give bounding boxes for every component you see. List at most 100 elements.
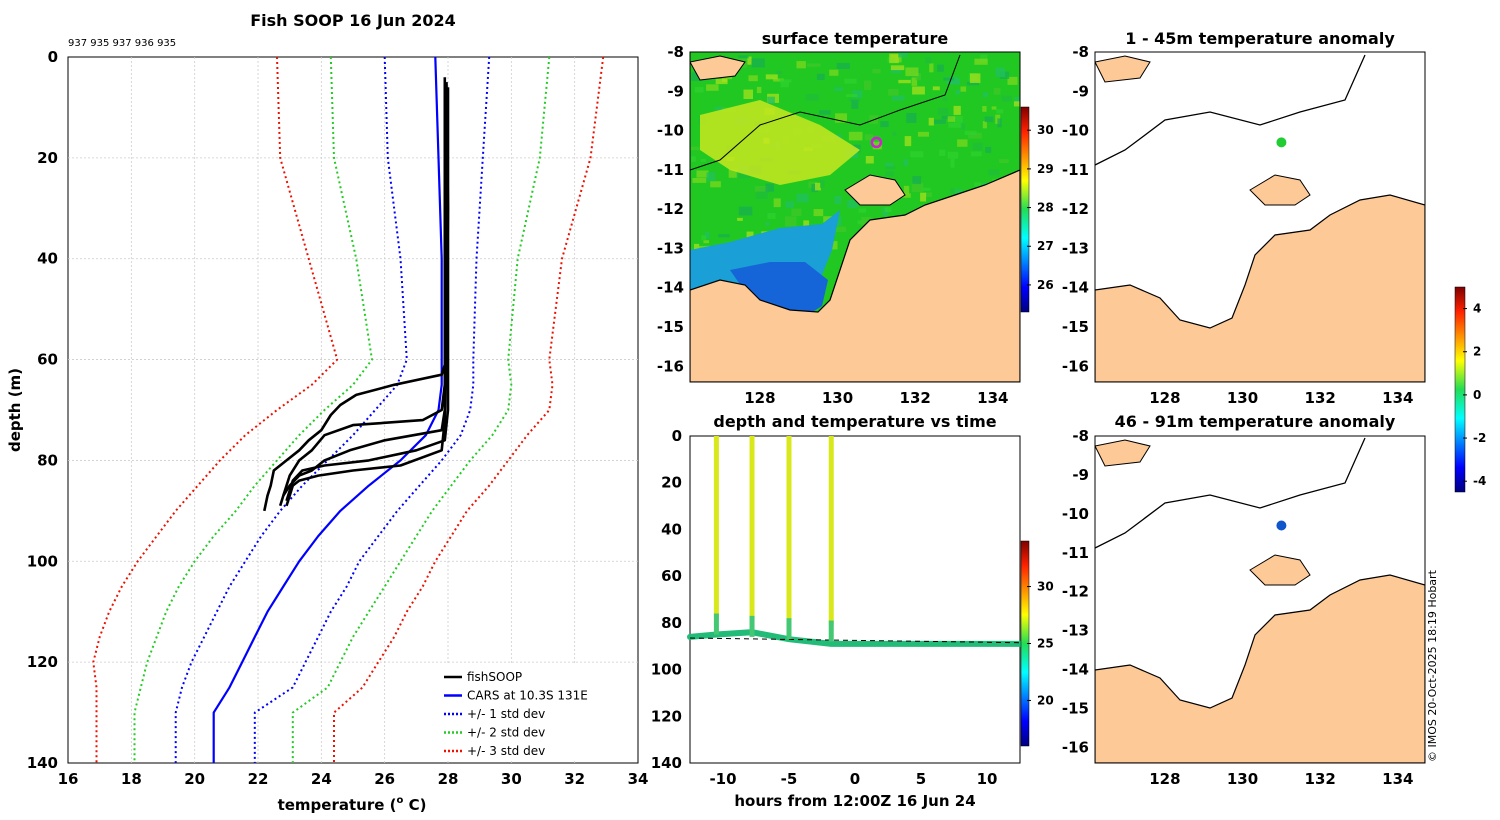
sst-pixel <box>997 118 1002 128</box>
profile-y-tick-label: 140 <box>27 754 58 772</box>
map-x-tick-label: 132 <box>1305 389 1336 407</box>
sst-pixel <box>947 116 956 122</box>
profile-x-tick-label: 30 <box>501 770 522 788</box>
sst-pixel <box>1007 76 1018 85</box>
sst-pixel <box>751 58 765 68</box>
sst-pixel <box>980 54 988 63</box>
map-x-tick-label: 128 <box>744 389 775 407</box>
series-line--3-std-dev <box>333 56 605 763</box>
anom-bottom-title: 46 - 91m temperature anomaly <box>1115 412 1396 431</box>
sst-pixel <box>864 134 874 141</box>
profile-x-tick-label: 18 <box>121 770 142 788</box>
sst-pixel <box>1014 97 1020 105</box>
anomaly-map-top: 1 - 45m temperature anomaly 128 130 132 134… <box>1062 29 1426 407</box>
map-y-tick-label: -11 <box>1062 161 1089 179</box>
sst-pixel <box>694 243 700 252</box>
sst-island <box>844 174 906 206</box>
ts-y-tick-label: 100 <box>651 661 682 679</box>
sst-title: surface temperature <box>762 29 949 48</box>
map-y-tick-label: -14 <box>1062 279 1089 297</box>
sst-pixel <box>710 181 721 188</box>
sst-pixel <box>819 110 831 115</box>
legend-label: CARS at 10.3S 131E <box>467 689 588 703</box>
sst-pixel <box>728 169 739 178</box>
profile-title: Fish SOOP 16 Jun 2024 <box>250 11 456 30</box>
sst-pixel <box>880 121 889 128</box>
map-x-tick-label: 130 <box>1227 389 1258 407</box>
sst-pixel <box>864 80 872 90</box>
anomaly-map-bottom: 46 - 91m temperature anomaly 128 130 132 13… <box>1062 412 1426 788</box>
sst-pixel <box>845 94 858 98</box>
ts-title: depth and temperature vs time <box>713 412 996 431</box>
anom-bottom-x-ticks: 128 130 132 134 <box>1149 770 1413 788</box>
sst-pixel <box>954 116 963 123</box>
anom-bottom-axes-box <box>1094 435 1426 764</box>
anom-top-value-dot <box>1276 137 1287 148</box>
sst-pixel <box>898 79 911 84</box>
sst-pixel <box>690 146 700 151</box>
sst-pixel <box>892 131 897 136</box>
sst-pixel <box>890 65 905 71</box>
legend-label: +/- 2 std dev <box>467 726 545 740</box>
sst-pixel <box>1013 101 1020 107</box>
sst-pixel <box>714 106 724 111</box>
sst-pixel <box>872 141 882 150</box>
sst-pixel <box>848 98 861 102</box>
sst-pixel <box>816 73 825 81</box>
sst-pixel <box>888 89 899 96</box>
ts-x-tick-label: -10 <box>709 770 736 788</box>
colorbar-tick-label: 2 <box>1473 345 1481 359</box>
sst-pixel <box>865 156 874 164</box>
sst-pixel <box>937 107 949 115</box>
map-x-tick-label: 130 <box>1227 770 1258 788</box>
ts-y-tick-label: 80 <box>661 614 682 632</box>
sst-pixel <box>891 95 905 101</box>
map-y-tick-label: -10 <box>657 122 684 140</box>
map-x-tick-label: 134 <box>977 389 1008 407</box>
sst-pixel <box>932 86 940 91</box>
map-y-tick-label: -8 <box>1072 43 1089 61</box>
sst-pixel <box>884 207 892 213</box>
map-y-tick-label: -13 <box>657 239 684 257</box>
sst-pixel <box>946 76 959 85</box>
sst-pixel <box>767 96 775 104</box>
map-y-tick-label: -16 <box>657 357 684 375</box>
sst-pixel <box>942 97 948 101</box>
sst-x-ticks: 128 130 132 134 <box>744 389 1008 407</box>
sst-pixel <box>903 185 910 195</box>
sst-pixel <box>738 206 753 216</box>
legend-label: fishSOOP <box>467 670 522 684</box>
sst-pixel <box>918 131 929 137</box>
colorbar-tick-label: 27 <box>1037 239 1054 253</box>
sst-pixel <box>820 179 825 188</box>
profile-x-tick-label: 32 <box>564 770 585 788</box>
sst-pixel <box>960 86 967 92</box>
sst-pixel <box>704 232 710 239</box>
ts-y-tick-label: 140 <box>651 754 682 772</box>
anom-bottom-value-dot <box>1276 520 1287 531</box>
sst-pixel <box>718 234 730 238</box>
sst-pixel <box>706 84 719 91</box>
map-y-tick-label: -11 <box>1062 544 1089 562</box>
map-y-tick-label: -11 <box>657 161 684 179</box>
ts-x-tick-label: 10 <box>977 770 998 788</box>
series-line-fishsoop-cast-4 <box>285 87 450 502</box>
sst-pixel <box>911 182 924 192</box>
anom-top-y-ticks: -8 -9 -10 -11 -12 -13 -14 -15 -16 <box>1062 43 1089 375</box>
map-y-tick-label: -12 <box>1062 200 1089 218</box>
sst-pixel <box>996 109 1004 114</box>
sst-pixel <box>807 63 821 67</box>
profile-y-tick-label: 60 <box>37 351 58 369</box>
sst-pixel <box>960 123 965 130</box>
sst-pixel <box>692 178 707 183</box>
sst-pixel <box>694 87 704 93</box>
ts-y-ticks: 0 20 40 60 80 100 120 140 <box>651 427 682 772</box>
map-y-tick-label: -14 <box>1062 661 1089 679</box>
sst-pixel <box>943 77 954 81</box>
sst-pixel <box>773 198 781 208</box>
profile-x-tick-label: 16 <box>58 770 79 788</box>
profile-x-tick-label: 34 <box>628 770 649 788</box>
sst-pixel <box>941 115 953 120</box>
profile-series <box>92 56 605 763</box>
map-y-tick-label: -9 <box>667 82 684 100</box>
